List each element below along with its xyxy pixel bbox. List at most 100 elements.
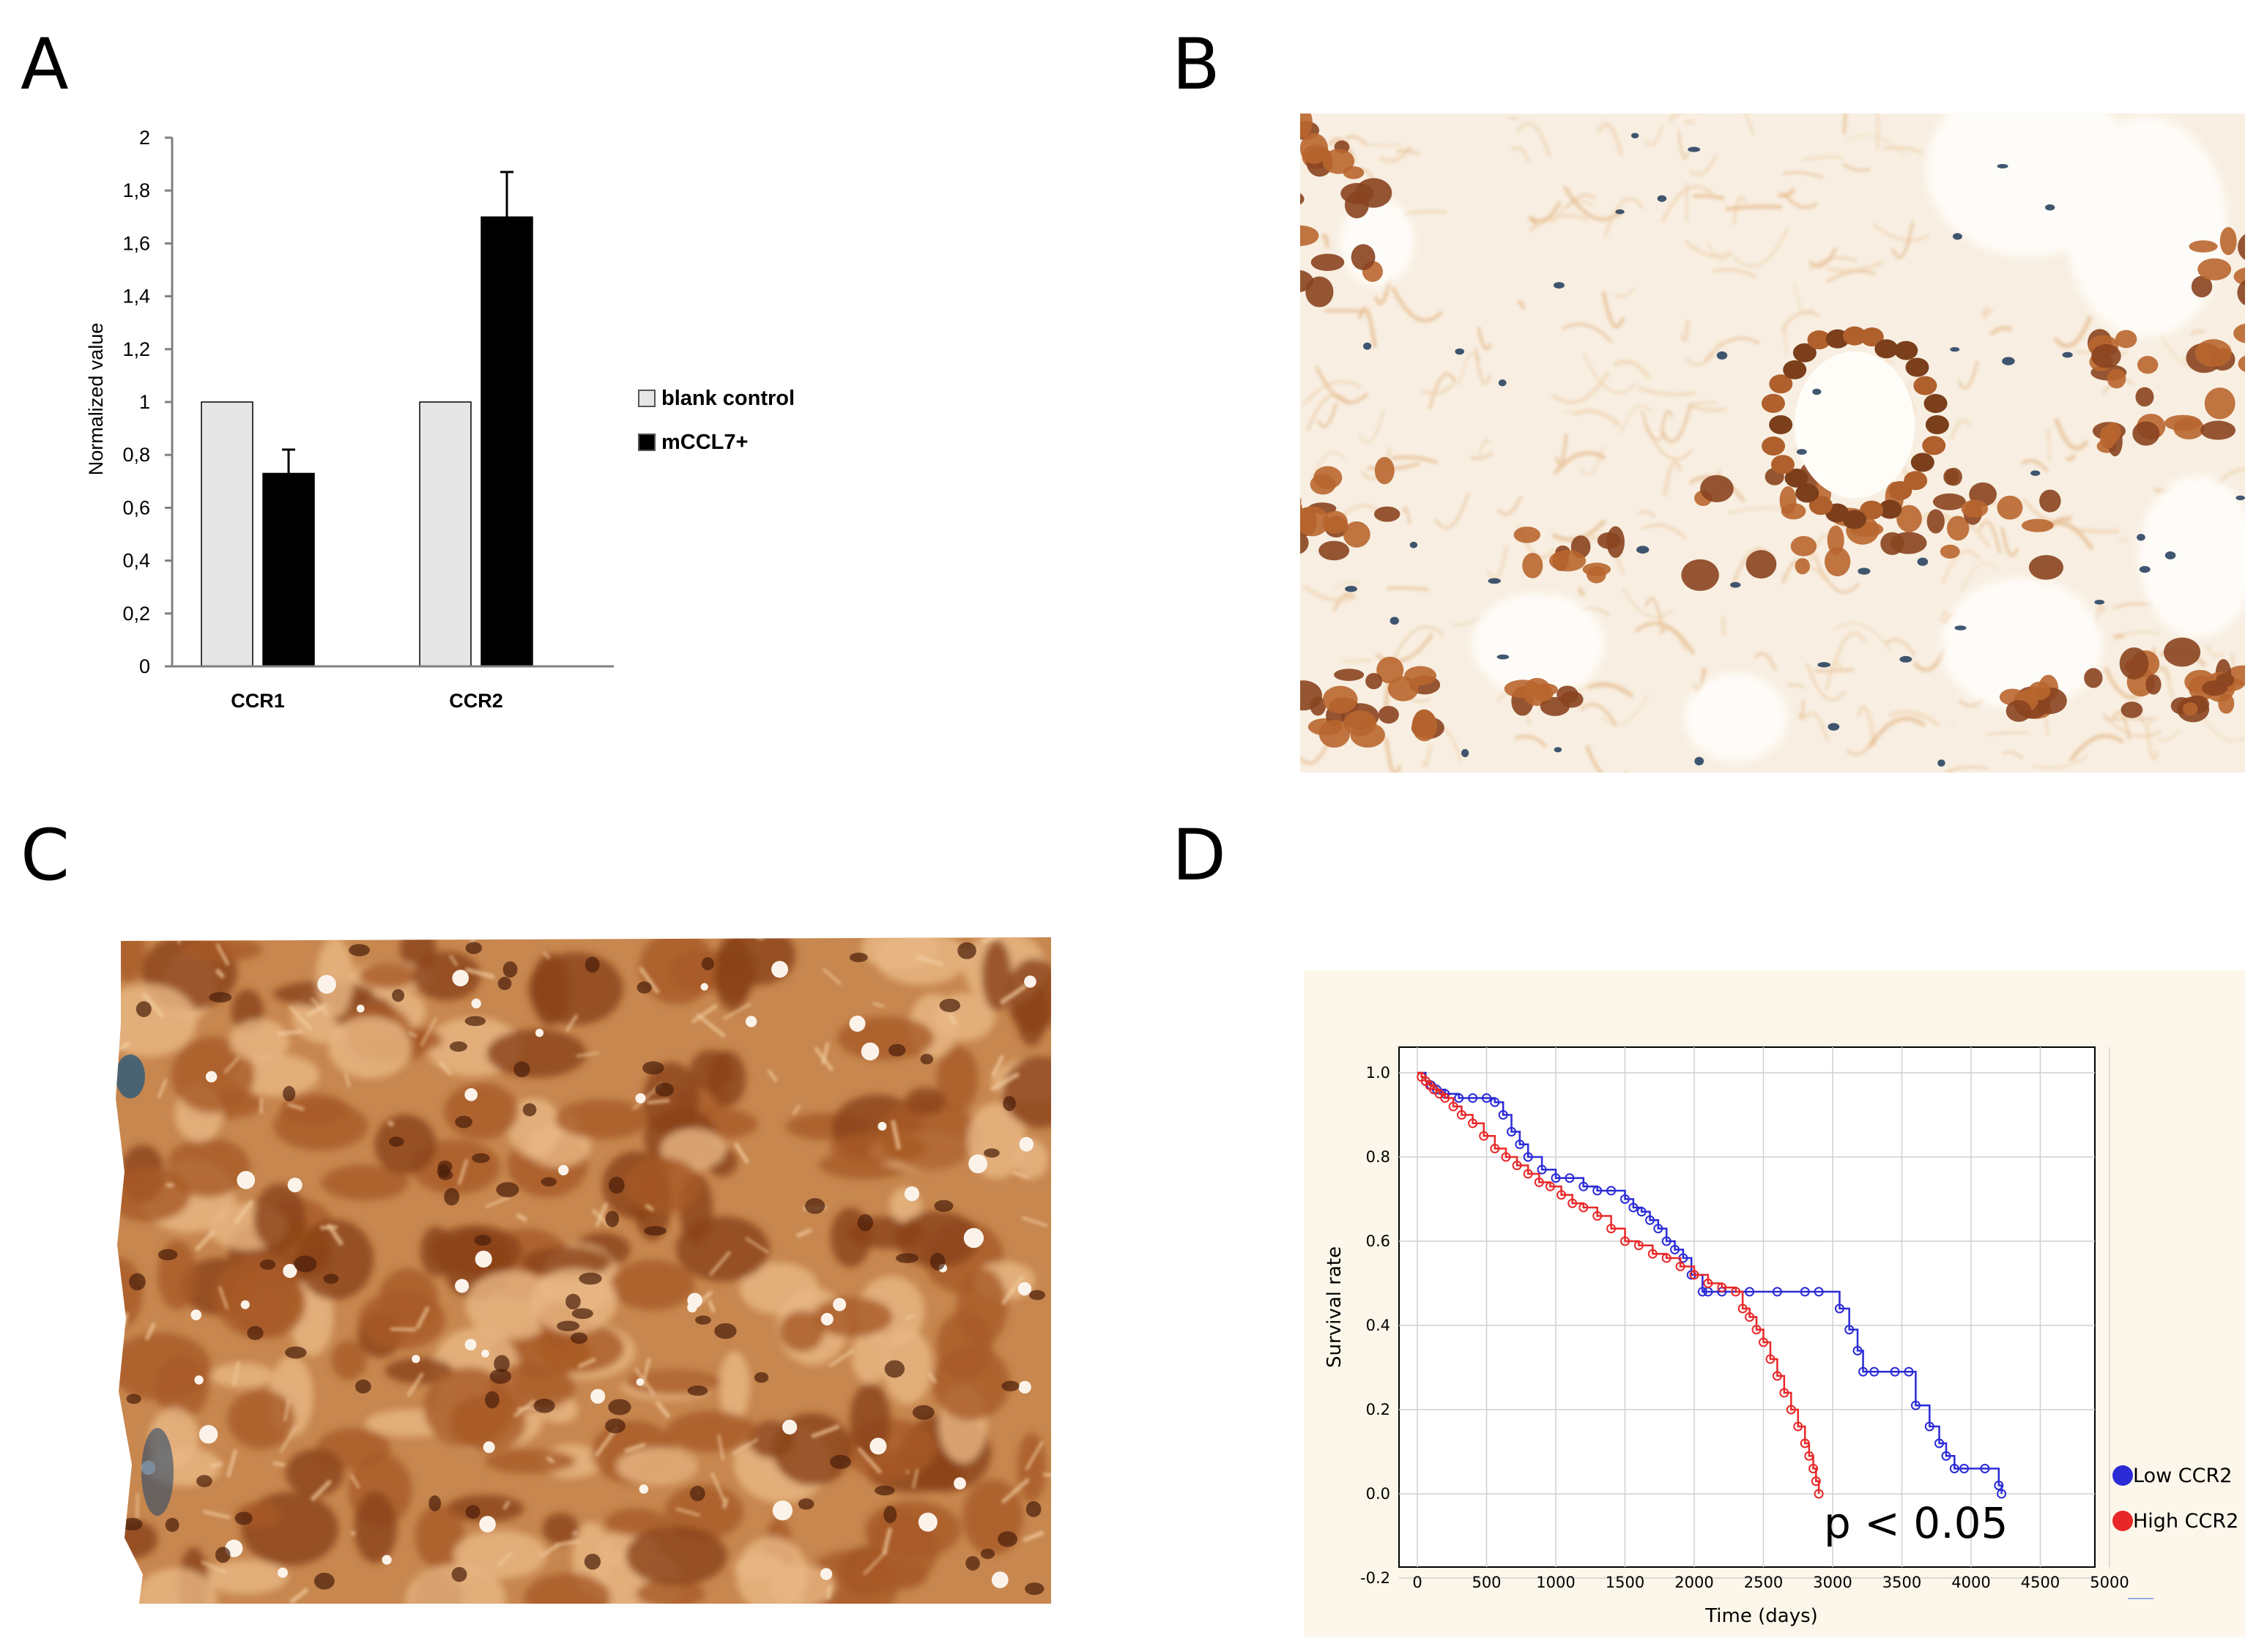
dark-nucleus [965,1555,980,1571]
gland-ring-cell [1769,374,1793,394]
y-tick-label: 1,6 [122,232,150,254]
stained-cell [1318,719,1351,748]
stroma-fiber [645,1204,655,1212]
stroma-fiber [289,1588,309,1604]
dark-nucleus [930,1252,946,1270]
stained-cell [2164,414,2202,431]
dark-nucleus [557,1320,580,1331]
censor-marker [1490,1144,1500,1153]
dark-nucleus [472,1153,490,1164]
censor-marker [1454,1093,1464,1103]
stroma-fiber [485,1196,510,1208]
stained-cell [2115,330,2137,349]
stroma-fiber [1690,403,1727,412]
stained-cell [1681,559,1719,592]
stroma-fiber [1677,130,1689,160]
dark-nucleus [655,1082,675,1097]
dark-nucleus [804,1198,825,1214]
stroma-fiber [415,1306,430,1329]
vacuole [1017,1281,1032,1296]
stroma-fiber [464,967,495,980]
censor-marker [1523,1152,1533,1162]
stroma-fiber [201,1560,228,1574]
gland-ring-cell [1925,415,1949,434]
stroma-fiber [210,1462,223,1468]
stained-cell [1300,225,1319,246]
stained-cell [2197,258,2232,280]
dark-nucleus [122,1517,143,1531]
hematoxylin-nucleus [1496,654,1510,660]
tissue-region [542,1513,579,1545]
stroma-fiber [1402,507,1411,525]
dark-nucleus [830,1454,851,1469]
dark-nucleus [455,1115,472,1128]
tissue-region [522,1246,612,1278]
stroma-fiber [1680,319,1691,343]
stroma-fiber [195,1229,216,1251]
stained-cell [1945,467,1962,486]
censor-marker [1697,1287,1707,1297]
stroma-fiber [2198,711,2245,742]
stained-cell [1533,686,1554,702]
tissue-region [524,1573,611,1604]
stroma-fiber [2112,633,2125,640]
dark-nucleus [209,991,232,1002]
vacuole [198,1424,218,1444]
censor-marker [1772,1371,1782,1381]
hematoxylin-nucleus [2164,551,2176,559]
stroma-fiber [2054,417,2089,451]
stroma-fiber [1321,234,1330,248]
stroma-fiber [2118,537,2129,542]
stroma-fiber [1516,300,1526,310]
tissue-region [1006,958,1051,1033]
gland-ring-cell [1795,483,1819,503]
stained-cell [1940,544,1960,559]
vacuole [464,1339,477,1351]
gland-ring-cell [1762,436,1786,456]
hematoxylin-nucleus [1858,568,1871,575]
censor-marker [1523,1169,1533,1179]
dark-nucleus [444,1188,460,1206]
vacuole [849,1015,866,1032]
stroma-fiber [1373,276,1392,306]
censor-marker [1811,1476,1821,1487]
stained-cell [2028,554,2064,580]
stroma-fiber [1983,306,1989,321]
tissue-region [253,1183,306,1252]
bar-ccr2-mccl7 [481,216,533,667]
stroma-fiber [1668,114,1699,123]
stroma-fiber [1721,616,1726,637]
stained-cell [1355,178,1392,208]
stroma-fiber [1642,524,1687,540]
hematoxylin-nucleus [1952,233,1962,240]
stained-cell [1781,503,1806,520]
dark-nucleus [283,1085,296,1102]
dark-nucleus [875,1485,895,1496]
censor-marker [1675,1262,1685,1271]
stroma-fiber [1600,693,1650,726]
stroma-fiber [449,954,459,967]
hematoxylin-nucleus [2002,357,2015,365]
dark-nucleus [502,961,518,978]
stroma-fiber [891,1120,902,1150]
stained-cell [2145,674,2162,695]
hematoxylin-nucleus [1950,346,1960,352]
dark-nucleus [644,1226,667,1236]
dark-nucleus [701,957,714,971]
tissue-region [982,940,1012,1011]
vacuole [475,1250,492,1268]
hematoxylin-nucleus [1455,348,1465,355]
stained-cell [1745,550,1777,579]
vacuole [771,961,789,978]
stained-cell [1587,565,1606,584]
stroma-fiber [655,1400,671,1419]
vacuole [636,1378,645,1386]
stroma-fiber [1692,194,1725,201]
stroma-fiber [1302,380,1362,406]
stroma-fiber [707,1299,716,1313]
stroma-fiber [1528,201,1562,223]
censor-marker [1808,1464,1819,1473]
censor-marker [1751,1325,1762,1335]
stroma-fiber [767,1068,779,1083]
gland-ring-cell [1878,499,1902,519]
